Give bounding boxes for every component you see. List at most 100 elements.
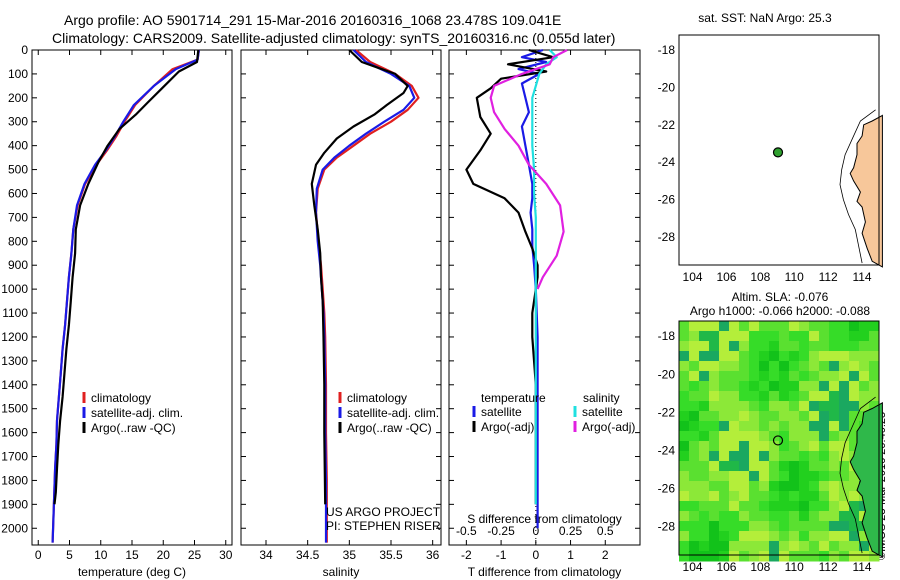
- sla-cell: [759, 381, 770, 392]
- sla-cell: [719, 501, 730, 512]
- sla-cell: [809, 331, 820, 342]
- sla-cell: [829, 461, 840, 472]
- sla-cell: [819, 501, 830, 512]
- sla-cell: [719, 551, 730, 562]
- sla-cell: [739, 371, 750, 382]
- sla-cell: [769, 411, 780, 422]
- sla-cell: [729, 431, 740, 442]
- sla-cell: [719, 461, 730, 472]
- sla-cell: [829, 401, 840, 412]
- sla-cell: [699, 361, 710, 372]
- legend-label: climatology: [347, 391, 407, 405]
- sla-cell: [839, 351, 850, 362]
- sla-title-line-2: Argo h1000: -0.066 h2000: -0.088: [690, 304, 870, 318]
- sla-cell: [849, 551, 860, 562]
- sla-cell: [779, 521, 790, 532]
- sla-cell: [679, 401, 690, 412]
- sla-cell: [689, 361, 700, 372]
- annotation-line-1: US ARGO PROJECT: [326, 505, 441, 519]
- sla-cell: [869, 361, 880, 372]
- sla-cell: [749, 351, 760, 362]
- sla-cell: [719, 391, 730, 402]
- y-tick-label: 900: [8, 258, 28, 272]
- sla-cell: [729, 421, 740, 432]
- sla-cell: [759, 431, 770, 442]
- sla-cell: [789, 391, 800, 402]
- sla-cell: [819, 481, 830, 492]
- y-tick-label: 2000: [1, 521, 28, 535]
- sla-cell: [859, 351, 870, 362]
- sla-cell: [799, 451, 810, 462]
- sla-cell: [729, 541, 740, 552]
- sla-cell: [829, 441, 840, 452]
- sla-cell: [799, 361, 810, 372]
- sla-cell: [789, 361, 800, 372]
- series-line-argo: [310, 49, 409, 505]
- sla-cell: [679, 331, 690, 342]
- sla-cell: [799, 341, 810, 352]
- sla-cell: [679, 411, 690, 422]
- series-line-argo: [465, 48, 555, 505]
- sla-cell: [699, 511, 710, 522]
- sla-cell: [809, 411, 820, 422]
- sla-cell: [739, 341, 750, 352]
- sla-cell: [849, 391, 860, 402]
- sla-cell: [739, 541, 750, 552]
- sla-cell: [849, 431, 860, 442]
- sla-cell: [759, 451, 770, 462]
- map-x-tick-label: 112: [819, 560, 838, 574]
- sla-cell: [709, 551, 720, 562]
- sla-cell: [839, 391, 850, 402]
- sla-cell: [819, 511, 830, 522]
- sla-cell: [779, 381, 790, 392]
- sla-cell: [859, 551, 870, 562]
- sla-cell: [699, 321, 710, 332]
- sla-cell: [759, 471, 770, 482]
- sla-cell: [699, 541, 710, 552]
- legend-label: satellite: [481, 405, 522, 419]
- sla-cell: [739, 461, 750, 472]
- sla-cell: [719, 381, 730, 392]
- map-x-tick-label: 112: [819, 270, 838, 284]
- map-y-tick-label: -24: [658, 443, 676, 457]
- sla-cell: [709, 361, 720, 372]
- sla-cell: [809, 471, 820, 482]
- sla-cell: [839, 431, 850, 442]
- sla-cell: [739, 331, 750, 342]
- legend-label: Argo(-adj): [481, 420, 534, 434]
- y-tick-label: 1500: [1, 402, 28, 416]
- legend-label: satellite-adj. clim.: [347, 406, 439, 420]
- sla-cell: [689, 331, 700, 342]
- sla-cell: [699, 351, 710, 362]
- sla-cell: [729, 531, 740, 542]
- sla-cell: [729, 481, 740, 492]
- sla-cell: [809, 441, 820, 452]
- sla-cell: [859, 341, 870, 352]
- sla-cell: [699, 471, 710, 482]
- sla-cell: [689, 371, 700, 382]
- sla-cell: [769, 441, 780, 452]
- sla-cell: [699, 331, 710, 342]
- sla-cell: [749, 371, 760, 382]
- sla-cell: [849, 321, 860, 332]
- sla-cell: [779, 551, 790, 562]
- sla-cell: [709, 411, 720, 422]
- x-tick-label: 30: [219, 548, 233, 562]
- sla-cell: [799, 401, 810, 412]
- sla-cell: [749, 431, 760, 442]
- sla-cell: [839, 481, 850, 492]
- sla-cell: [769, 331, 780, 342]
- sla-cell: [829, 361, 840, 372]
- title-line-2: Climatology: CARS2009. Satellite-adjuste…: [52, 30, 616, 46]
- sla-cell: [699, 391, 710, 402]
- sla-cell: [729, 331, 740, 342]
- sla-cell: [719, 341, 730, 352]
- y-tick-label: 500: [8, 163, 28, 177]
- sla-cell: [799, 431, 810, 442]
- sla-cell: [699, 551, 710, 562]
- sla-cell: [679, 451, 690, 462]
- sla-cell: [689, 421, 700, 432]
- map-x-tick-label: 106: [716, 270, 736, 284]
- sla-cell: [799, 461, 810, 472]
- sla-cell: [699, 381, 710, 392]
